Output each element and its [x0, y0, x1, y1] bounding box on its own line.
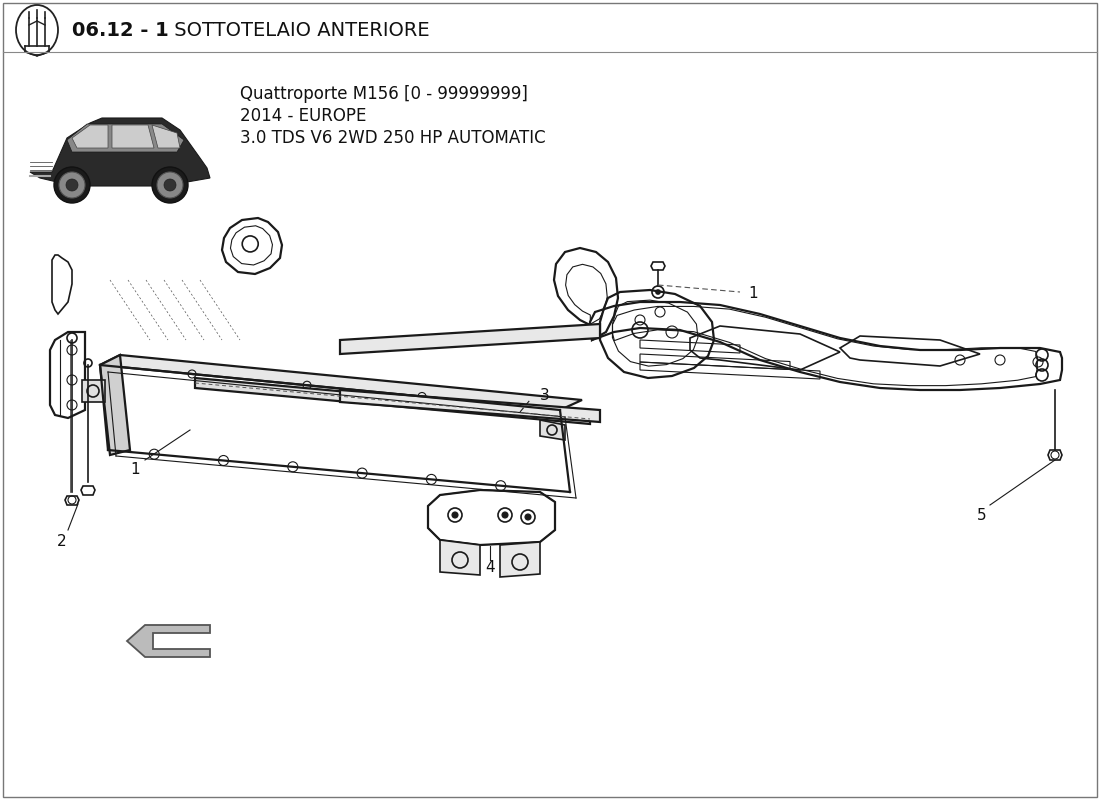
Circle shape	[54, 167, 90, 203]
Polygon shape	[152, 125, 180, 148]
Circle shape	[656, 290, 660, 294]
Polygon shape	[82, 380, 104, 402]
Polygon shape	[112, 125, 154, 148]
Polygon shape	[30, 118, 210, 186]
Polygon shape	[340, 324, 600, 354]
Polygon shape	[195, 378, 590, 424]
Polygon shape	[340, 390, 600, 422]
Text: SOTTOTELAIO ANTERIORE: SOTTOTELAIO ANTERIORE	[168, 21, 430, 39]
Circle shape	[152, 167, 188, 203]
Text: 3: 3	[540, 389, 550, 403]
Polygon shape	[440, 540, 480, 575]
Polygon shape	[72, 125, 108, 148]
Text: 5: 5	[977, 507, 987, 522]
Polygon shape	[126, 625, 210, 657]
Text: 06.12 - 1: 06.12 - 1	[72, 21, 168, 39]
Text: 2: 2	[57, 534, 67, 550]
Polygon shape	[540, 420, 565, 440]
Text: 1: 1	[130, 462, 140, 478]
Polygon shape	[67, 124, 184, 152]
Text: 2014 - EUROPE: 2014 - EUROPE	[240, 107, 366, 125]
Text: Quattroporte M156 [0 - 99999999]: Quattroporte M156 [0 - 99999999]	[240, 85, 528, 103]
Circle shape	[66, 179, 78, 191]
Text: 3.0 TDS V6 2WD 250 HP AUTOMATIC: 3.0 TDS V6 2WD 250 HP AUTOMATIC	[240, 129, 546, 147]
Text: 1: 1	[748, 286, 758, 302]
Circle shape	[157, 172, 183, 198]
Circle shape	[502, 512, 508, 518]
Polygon shape	[100, 355, 130, 455]
Circle shape	[59, 172, 85, 198]
Text: 4: 4	[485, 561, 495, 575]
Polygon shape	[100, 355, 582, 410]
Circle shape	[525, 514, 531, 520]
Polygon shape	[500, 542, 540, 577]
Circle shape	[164, 179, 176, 191]
Circle shape	[452, 512, 458, 518]
